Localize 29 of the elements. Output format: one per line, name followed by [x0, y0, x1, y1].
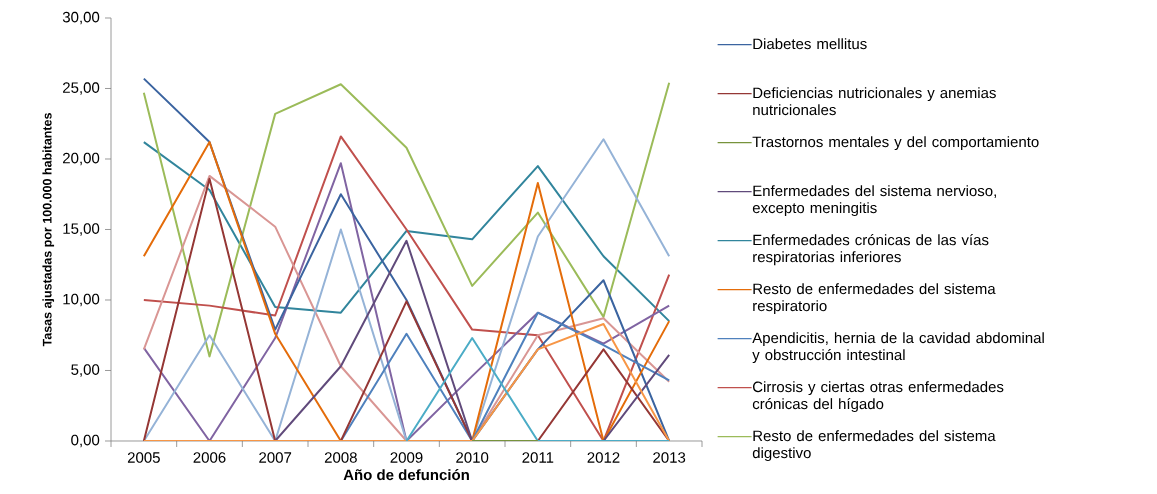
x-tick-label: 2005 [127, 452, 160, 463]
legend-label: Diabetes mellitus [753, 38, 867, 50]
x-tick-label: 2013 [653, 452, 686, 463]
x-tick-label: 2012 [587, 452, 620, 463]
legend-label: Apendicitis, hernia de la cavidad abdominal y obstrucción intestinal [752, 332, 1044, 364]
legend-label: Resto de enfermedades del sistema digestivo [752, 430, 996, 462]
y-tick-label: 25,00 [63, 82, 100, 95]
x-axis-title: Año de defunción [343, 469, 469, 481]
x-tick-label: 2010 [456, 452, 489, 463]
legend-label: Enfermedades crónicas de las vías respiratorias inferiores [753, 234, 989, 266]
y-tick-label: 10,00 [63, 293, 100, 307]
legend-label: Resto de enfermedades del sistema respiratorio [753, 283, 996, 315]
x-tick-label: 2009 [390, 452, 423, 463]
x-tick-label: 2011 [522, 452, 554, 463]
legend-label: Deficiencias nutricionales y anemias nutricionales [753, 87, 996, 116]
legend-label: Cirrosis y ciertas otras enfermedades crónicas del hígado [752, 381, 1004, 413]
y-tick-label: 15,00 [63, 223, 100, 236]
line-series [142, 81, 671, 358]
line-series [142, 141, 671, 323]
x-tick-label: 2007 [259, 452, 292, 463]
y-axis-title: Tasas ajustadas por 100.000 habitantes [42, 113, 55, 347]
y-tick-label: 5,00 [71, 364, 100, 377]
y-tick-label: 20,00 [63, 152, 100, 166]
x-tick-label: 2006 [193, 452, 226, 463]
legend-label: Trastornos mentales y del comportamiento [752, 136, 1039, 151]
y-tick-label: 30,00 [62, 11, 100, 25]
x-tick-label: 2008 [324, 452, 357, 463]
legend-label: Enfermedades del sistema nervioso, excepto meningitis [752, 185, 996, 217]
y-tick-label: 0,00 [71, 434, 100, 448]
